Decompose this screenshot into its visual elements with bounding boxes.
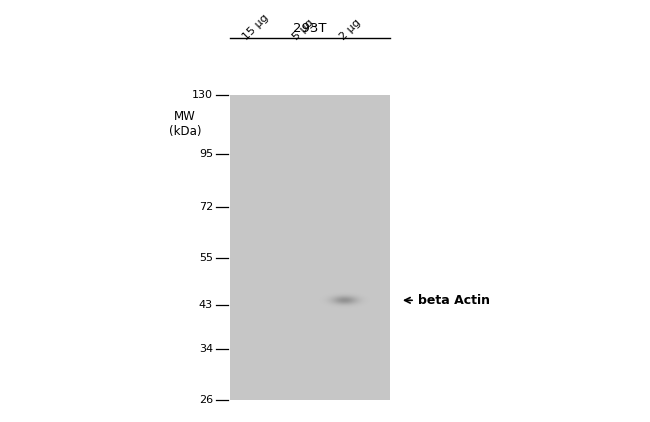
Text: 43: 43 — [199, 300, 213, 310]
Text: 95: 95 — [199, 149, 213, 160]
Text: 130: 130 — [192, 90, 213, 100]
Text: 26: 26 — [199, 395, 213, 405]
Text: 34: 34 — [199, 344, 213, 354]
Bar — [230, 95, 390, 400]
Text: 2 μg: 2 μg — [338, 17, 363, 42]
Text: 15 μg: 15 μg — [241, 13, 270, 42]
Text: 72: 72 — [199, 202, 213, 212]
Text: 55: 55 — [199, 253, 213, 263]
Text: beta Actin: beta Actin — [418, 294, 490, 307]
Text: 293T: 293T — [293, 22, 327, 35]
Text: 5 μg: 5 μg — [291, 17, 315, 42]
Text: MW
(kDa): MW (kDa) — [169, 110, 202, 138]
